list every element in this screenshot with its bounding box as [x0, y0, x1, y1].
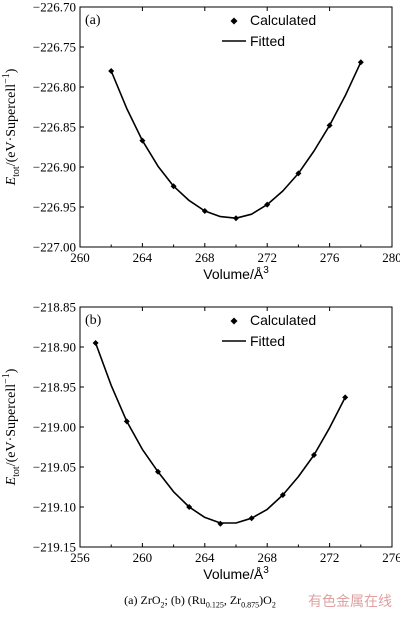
panel-b-xtick-label: 268: [257, 550, 277, 565]
panel-a-legend-calculated-marker: [230, 17, 238, 25]
panel-b-chart: 256 260 264 268 272 276 −218.85 −218.90 −218.95 −…: [1, 300, 400, 583]
panel-b-calculated-point: [279, 492, 286, 498]
panel-a-legend-calculated-label: Calculated: [250, 12, 316, 28]
caption-zr-sub: 0.875: [241, 600, 260, 610]
panel-a-xtick-label: 264: [133, 250, 153, 265]
panel-b-xlabel: Volume/Å3: [203, 565, 269, 582]
panel-a-xtick-label: 276: [320, 250, 340, 265]
panel-a-ytick-label: −226.75: [33, 40, 76, 55]
panel-a-ytick-label: −226.85: [33, 120, 76, 135]
panel-a-calculated-point: [108, 68, 115, 74]
panel-b-calculated-point: [311, 452, 317, 458]
panel-b-xtick-label: 256: [70, 550, 90, 565]
panel-a-xtick-label: 260: [70, 250, 90, 265]
panel-b-calculated-point: [92, 340, 99, 346]
caption-sep: ; (b) (Ru: [164, 593, 206, 607]
panel-b-panel-label: (b): [85, 313, 102, 328]
panel-b-xtick-label: 276: [382, 550, 400, 565]
panel-b-calculated-point: [217, 520, 224, 527]
caption-a: (a) ZrO: [124, 593, 161, 607]
caption-mid: , Zr: [223, 593, 242, 607]
panel-b-ytick-label: −219.05: [33, 460, 76, 475]
panel-b-ytick-label: −219.15: [33, 540, 76, 555]
panel-b-legend-fitted-label: Fitted: [250, 333, 285, 349]
panel-a-ytick-label: −226.70: [33, 0, 76, 15]
watermark-logo: 有色金属在线: [308, 594, 392, 610]
panel-b-ytick-label: −219.10: [33, 500, 76, 515]
panel-b-legend-calculated-marker: [230, 317, 238, 325]
panel-b-calculated-point: [155, 468, 161, 475]
panel-a-xtick-label: 280: [382, 250, 400, 265]
panel-a-calculated-point: [326, 122, 333, 129]
panel-b-ylabel: Etot/(eV·Supercell−1): [1, 368, 22, 486]
panel-b-xtick-label: 264: [195, 550, 215, 565]
panel-a-calculated-point: [139, 137, 146, 144]
caption-close: )O: [259, 593, 272, 607]
panel-a-xtick-label: 272: [257, 250, 277, 265]
panel-b-calculated-point: [248, 515, 255, 522]
panel-b-calculated-point: [123, 418, 130, 425]
panel-b-plot-frame: [79, 306, 393, 548]
panel-a-ytick-label: −226.95: [33, 200, 76, 215]
panel-a-plot-frame: [79, 6, 393, 248]
caption-ru-sub: 0.125: [205, 600, 224, 610]
panel-b-ytick-label: −218.85: [33, 300, 76, 315]
panel-a-fitted-line: [110, 61, 362, 219]
panel-b-ytick-label: −218.95: [33, 380, 76, 395]
panel-b-ytick-label: −218.90: [33, 340, 76, 355]
figure-caption: (a) ZrO2; (b) (Ru0.125, Zr0.875)O2: [0, 593, 400, 609]
panel-a-xlabel: Volume/Å3: [203, 265, 269, 282]
panel-a-ytick-label: −227.00: [33, 240, 76, 255]
panel-a-calculated-point: [170, 183, 177, 190]
panel-a-chart: 260 264 268 272 276 280 −226.70 −226.75 −226.80 −…: [1, 0, 400, 282]
panel-a-legend-fitted-label: Fitted: [250, 33, 285, 49]
panel-b-calculated-point: [342, 394, 349, 401]
panel-a-ytick-label: −226.80: [33, 80, 76, 95]
panel-b-calculated-point: [186, 504, 193, 510]
panel-b-xtick-label: 260: [133, 550, 153, 565]
panel-a-ytick-label: −226.90: [33, 160, 76, 175]
panel-a-calculated-point: [201, 208, 208, 214]
caption-a-sub: 2: [160, 600, 165, 610]
panel-b-xtick-label: 272: [320, 550, 340, 565]
panel-a-xtick-label: 268: [195, 250, 215, 265]
panel-b-ytick-label: −219.00: [33, 420, 76, 435]
panel-a-calculated-point: [295, 170, 302, 177]
panel-a-ylabel: Etot/(eV·Supercell−1): [1, 68, 22, 186]
panel-a-calculated-point: [264, 201, 271, 208]
panel-b-fitted-line: [94, 342, 346, 524]
panel-a-panel-label: (a): [85, 13, 101, 28]
caption-o-sub: 2: [271, 600, 276, 610]
panel-a-calculated-point: [357, 59, 364, 66]
panel-b-legend-calculated-label: Calculated: [250, 312, 316, 328]
panel-a-calculated-point: [233, 215, 239, 222]
